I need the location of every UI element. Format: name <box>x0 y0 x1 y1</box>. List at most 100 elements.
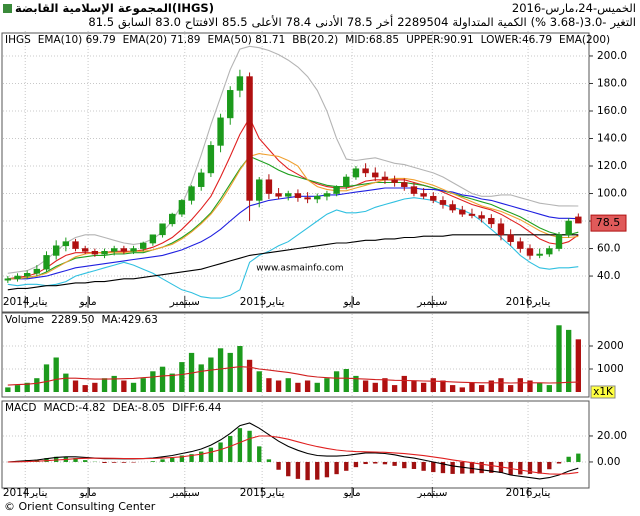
volume-bar <box>208 357 214 392</box>
series-line <box>7 234 579 291</box>
volume-bar <box>275 380 282 392</box>
volume-bar <box>391 385 398 392</box>
histogram-bar <box>189 454 194 462</box>
last-price: 78.5 <box>596 216 621 229</box>
volume-bar <box>324 378 330 392</box>
volume-bar <box>546 385 552 392</box>
histogram-bar <box>237 428 243 462</box>
field-value: 83.0 <box>155 15 181 29</box>
field-value: 85.5 <box>222 15 248 29</box>
volume-bar <box>527 380 533 392</box>
volume-bar <box>179 362 185 392</box>
histogram-bar <box>315 461 320 480</box>
histogram-bar <box>537 461 542 474</box>
candle-body <box>507 234 514 242</box>
y-tick-label: 20.00 <box>597 430 627 442</box>
x-tick-label: يناير2016 <box>506 487 551 498</box>
volume-bar <box>469 382 475 392</box>
volume-bar <box>575 339 581 392</box>
y-tick-label: 40.0 <box>597 270 620 282</box>
histogram-bar <box>228 435 233 462</box>
volume-bar <box>353 375 359 392</box>
footer: © Orient Consulting Center <box>4 500 156 513</box>
candle-body <box>236 76 244 91</box>
candle-body <box>101 250 108 255</box>
candle-body <box>285 193 292 197</box>
histogram-bar <box>373 461 378 464</box>
date: الخميس-24،مارس-2016 <box>511 1 636 15</box>
volume-bar <box>517 378 523 392</box>
series-line <box>7 435 579 475</box>
volume-bar <box>449 385 456 392</box>
candle-body <box>4 278 12 281</box>
histogram-bar <box>363 461 368 465</box>
candle-body <box>439 200 447 205</box>
title-text: المجموعة الإسلامية القابضة(IHGS) <box>15 1 214 15</box>
candle-body <box>352 168 360 178</box>
volume-bar <box>266 378 272 392</box>
histogram-bar <box>392 461 397 466</box>
volume-bar <box>411 380 417 392</box>
candle-body <box>517 241 524 249</box>
candle-body <box>333 186 340 194</box>
histogram-bar <box>121 461 127 463</box>
candle-body <box>62 241 70 247</box>
volume-bar <box>382 378 388 392</box>
candle-body <box>52 245 60 256</box>
volume-bar <box>63 373 69 392</box>
histogram-bar <box>54 456 59 462</box>
candle-body <box>381 176 389 181</box>
field-value: 2289504 <box>397 15 449 29</box>
y-tick-label: 100.0 <box>597 188 627 200</box>
histogram-bar <box>73 458 78 462</box>
candle-body <box>478 215 485 219</box>
histogram-bar <box>344 461 349 471</box>
histogram-bar <box>479 461 484 474</box>
histogram-bar <box>247 430 252 462</box>
candle-body <box>188 186 195 201</box>
volume-bar <box>217 348 224 392</box>
histogram-bar <box>179 455 185 462</box>
candle-body <box>459 209 466 215</box>
volume-bar <box>440 380 446 392</box>
volume-bar <box>82 385 88 392</box>
legend-entry: MA:429.63 <box>101 314 157 326</box>
candle-body <box>410 186 418 194</box>
legend-entry: EMA(50) 81.71 <box>207 34 285 46</box>
volume-bar <box>101 378 108 392</box>
volume-bar <box>72 380 79 392</box>
candle-body <box>265 179 273 194</box>
volume-bar <box>372 382 378 392</box>
x-tick-label: يناير2015 <box>240 296 285 308</box>
volume-bar <box>14 385 21 392</box>
stock-title: المجموعة الإسلامية القابضة(IHGS) <box>3 1 214 15</box>
candle-body <box>178 200 186 215</box>
volume-bar <box>188 352 195 392</box>
candle-body <box>546 248 553 255</box>
histogram-bar <box>518 461 523 475</box>
x-tick-label: سبتمبر <box>416 296 447 308</box>
volume-bar <box>53 357 59 392</box>
histogram-bar <box>112 461 117 463</box>
histogram-bar <box>460 461 465 474</box>
volume-bar <box>314 382 320 392</box>
x-tick-label: سبتمبر <box>169 296 200 308</box>
candle-body <box>449 204 456 211</box>
volume-bar <box>237 345 243 392</box>
legend-entry: MID:68.85 <box>345 34 399 46</box>
volume-bar <box>295 382 301 392</box>
series-line <box>7 366 579 386</box>
candle-body <box>14 275 21 280</box>
histogram-bar <box>160 459 165 462</box>
unit-box <box>590 385 616 399</box>
histogram-bar <box>334 461 339 475</box>
y-tick-label: 200.0 <box>597 50 627 62</box>
y-tick-label: 140.0 <box>597 133 627 145</box>
candle-body <box>81 248 89 252</box>
legend-entry: 2289.50 <box>51 314 94 326</box>
candle-body <box>72 241 79 249</box>
volume-bar <box>556 325 562 392</box>
icon <box>3 4 12 13</box>
volume-bar <box>256 371 262 392</box>
